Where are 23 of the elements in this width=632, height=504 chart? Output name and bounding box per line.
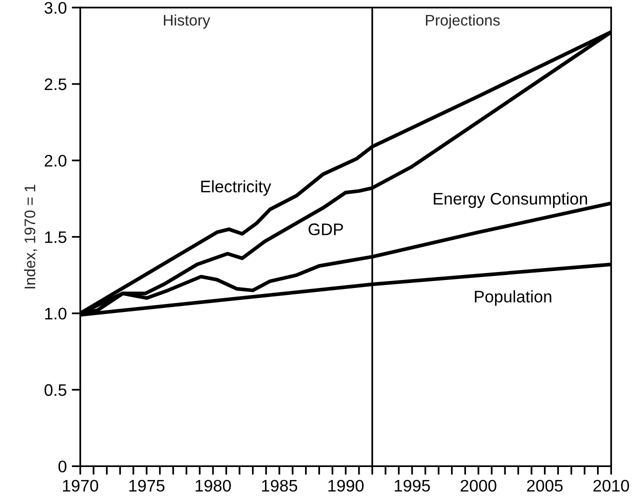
x-tick-label: 1970 bbox=[63, 480, 98, 492]
x-tick-label: 1975 bbox=[129, 480, 164, 492]
y-tick-label: 1.5 bbox=[45, 231, 66, 244]
annotation: Projections bbox=[426, 14, 500, 29]
series-label: Population bbox=[474, 290, 552, 306]
y-axis-title: Index, 1970 = 1 bbox=[24, 184, 38, 288]
y-tick-label: 2.0 bbox=[44, 154, 66, 167]
x-tick-label: 1995 bbox=[394, 480, 430, 492]
y-tick-label: 1.0 bbox=[45, 308, 66, 320]
series-label: Electricity bbox=[201, 180, 272, 196]
y-tick-label: 3.0 bbox=[44, 2, 66, 14]
y-tick-label: 2.5 bbox=[44, 78, 66, 90]
annotation: History bbox=[164, 14, 210, 29]
x-tick-label: 2000 bbox=[460, 480, 496, 492]
x-tick-label: 1990 bbox=[328, 480, 364, 492]
x-tick-label: 2010 bbox=[593, 480, 630, 492]
x-tick-label: 2005 bbox=[527, 480, 563, 492]
series-label: Energy Consumption bbox=[434, 192, 588, 208]
x-tick-label: 1985 bbox=[262, 480, 298, 492]
series-label: GDP bbox=[308, 223, 343, 236]
y-tick-label: 0 bbox=[58, 460, 66, 472]
y-tick-label: 0.5 bbox=[44, 384, 66, 396]
x-tick-label: 1980 bbox=[196, 480, 231, 492]
